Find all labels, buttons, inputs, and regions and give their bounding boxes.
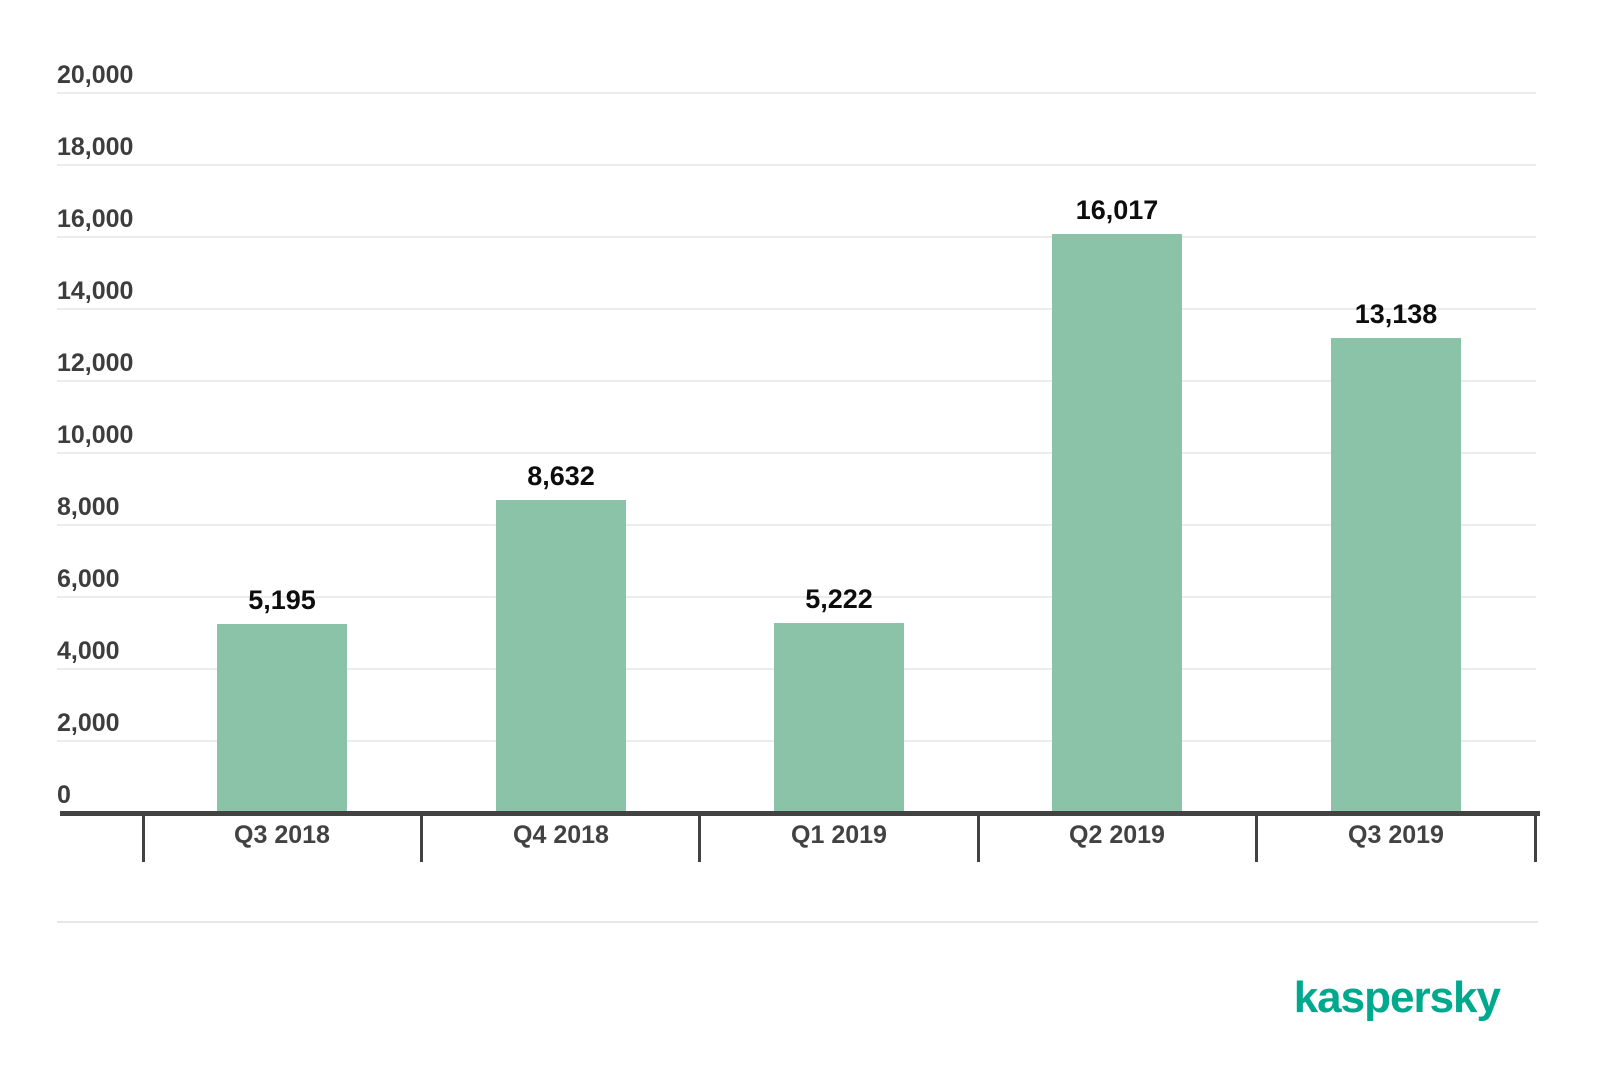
gridline bbox=[57, 452, 1536, 454]
gridline bbox=[57, 236, 1536, 238]
bar-value-label: 5,195 bbox=[248, 585, 316, 615]
y-axis-label: 2,000 bbox=[57, 709, 120, 737]
y-axis-label: 4,000 bbox=[57, 637, 120, 665]
x-axis-tick bbox=[142, 811, 145, 862]
x-axis-label: Q1 2019 bbox=[791, 821, 887, 849]
y-axis-label: 10,000 bbox=[57, 421, 134, 449]
bar bbox=[774, 623, 904, 811]
gridline bbox=[57, 380, 1536, 382]
bar bbox=[496, 500, 626, 811]
y-axis-label: 8,000 bbox=[57, 493, 120, 521]
bar-value-label: 13,138 bbox=[1354, 299, 1438, 329]
x-axis-label: Q2 2019 bbox=[1069, 821, 1165, 849]
gridline bbox=[57, 524, 1536, 526]
bar-value-label: 8,632 bbox=[527, 461, 595, 491]
footer-divider bbox=[57, 921, 1538, 923]
y-axis-label: 14,000 bbox=[57, 277, 134, 305]
gridline bbox=[57, 92, 1536, 94]
x-axis-label: Q3 2018 bbox=[234, 821, 330, 849]
x-axis-label: Q4 2018 bbox=[513, 821, 609, 849]
bar-value-label: 16,017 bbox=[1075, 195, 1159, 225]
y-axis-label: 12,000 bbox=[57, 349, 134, 377]
x-axis-tick bbox=[1534, 811, 1537, 862]
x-axis-tick bbox=[1255, 811, 1258, 862]
x-axis-tick bbox=[698, 811, 701, 862]
y-axis-label: 20,000 bbox=[57, 61, 134, 89]
y-axis-label: 18,000 bbox=[57, 133, 134, 161]
x-axis-tick bbox=[420, 811, 423, 862]
bar bbox=[217, 624, 347, 811]
bar-value-label: 5,222 bbox=[805, 584, 873, 614]
gridline bbox=[57, 596, 1536, 598]
x-axis-label: Q3 2019 bbox=[1348, 821, 1444, 849]
y-axis-label: 6,000 bbox=[57, 565, 120, 593]
x-axis-tick bbox=[977, 811, 980, 862]
x-axis-line bbox=[60, 811, 1540, 816]
y-axis-label: 0 bbox=[57, 781, 71, 809]
gridline bbox=[57, 308, 1536, 310]
bar bbox=[1331, 338, 1461, 811]
kaspersky-logo: kaspersky bbox=[1293, 973, 1501, 1022]
y-axis-label: 16,000 bbox=[57, 205, 134, 233]
gridline bbox=[57, 164, 1536, 166]
bar bbox=[1052, 234, 1182, 811]
